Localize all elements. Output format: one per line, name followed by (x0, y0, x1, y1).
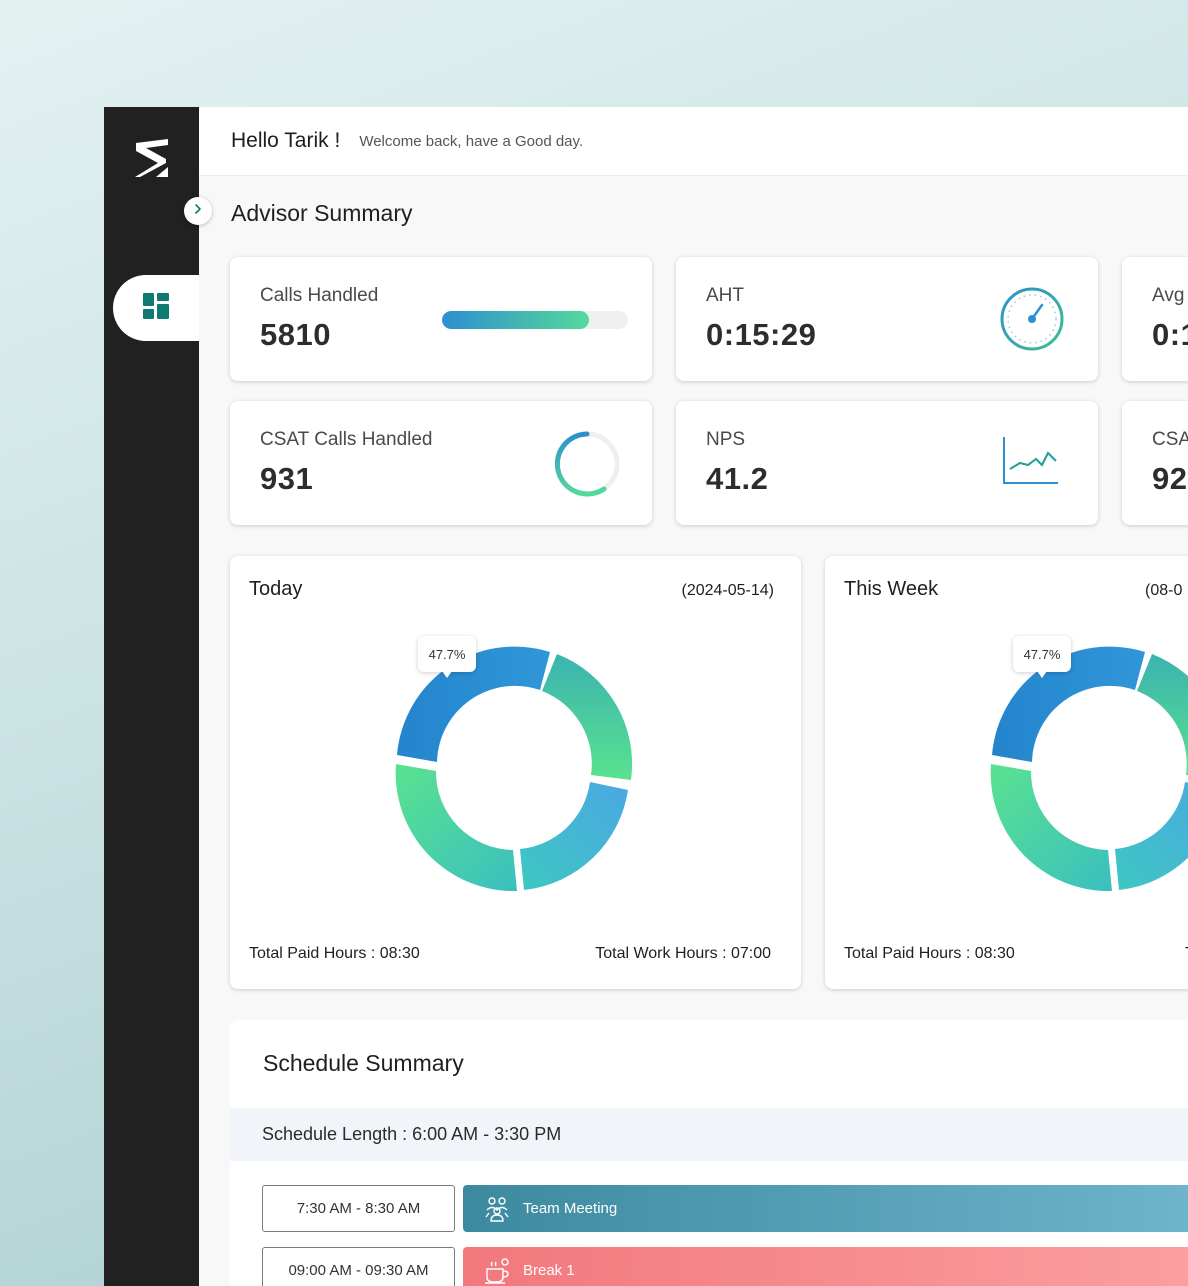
schedule-event-label: Break 1 (523, 1262, 575, 1279)
donut-segment[interactable] (1115, 782, 1188, 890)
total-work-hours: Total Work Hours : 07:00 (595, 945, 771, 962)
donut-segment[interactable] (397, 646, 550, 762)
kpi-label: AHT (706, 285, 744, 306)
speedometer-icon (998, 285, 1066, 358)
top-header: Hello Tarik ! Welcome back, have a Good … (199, 107, 1188, 176)
schedule-row[interactable]: 7:30 AM - 8:30 AM Team Meeting (262, 1185, 1188, 1232)
team-meeting-icon (483, 1195, 511, 1223)
today-title: Today (249, 578, 303, 600)
week-donut-chart[interactable] (985, 644, 1188, 894)
donut-segment[interactable] (395, 764, 517, 892)
donut-segment[interactable] (520, 782, 628, 890)
schedule-row[interactable]: 09:00 AM - 09:30 AM Break 1 (262, 1247, 1188, 1286)
donut-tooltip: 47.7% (1013, 636, 1071, 678)
schedule-event-bar[interactable]: Team Meeting (463, 1185, 1188, 1232)
schedule-summary-panel: Schedule Summary Schedule Length : 6:00 … (230, 1020, 1188, 1286)
schedule-event-label: Team Meeting (523, 1200, 618, 1217)
today-donut-chart[interactable] (390, 644, 640, 894)
line-chart-icon (1002, 435, 1060, 492)
greeting: Hello Tarik ! (231, 129, 341, 152)
kpi-card-calls-handled[interactable]: Calls Handled 5810 (230, 257, 652, 381)
schedule-event-bar[interactable]: Break 1 (463, 1247, 1188, 1286)
kpi-label: CSAT Calls Handled (260, 429, 433, 450)
schedule-time: 7:30 AM - 8:30 AM (262, 1185, 455, 1232)
donut-segment[interactable] (1137, 654, 1188, 780)
today-date: (2024-05-14) (681, 582, 775, 599)
week-date: (08-0 (1145, 582, 1183, 599)
total-paid-hours: Total Paid Hours : 08:30 (844, 945, 1015, 962)
kpi-value: 931 (260, 461, 314, 496)
kpi-value: 5810 (260, 317, 331, 352)
donut-segment[interactable] (990, 764, 1112, 892)
total-paid-hours: Total Paid Hours : 08:30 (249, 945, 420, 962)
schedule-summary-title: Schedule Summary (263, 1050, 464, 1076)
kpi-card-avg[interactable]: Avg 0:1 (1122, 257, 1188, 381)
kpi-label: Avg (1152, 285, 1185, 306)
donut-segment[interactable] (542, 654, 633, 780)
sidebar (104, 107, 199, 1286)
sidebar-toggle-button[interactable] (184, 197, 212, 225)
kpi-value: 0:1 (1152, 317, 1188, 352)
calls-progress-bar (442, 311, 628, 329)
coffee-icon (483, 1257, 511, 1285)
today-hours-card: Today (2024-05-14) 47.7% Total Paid Hour… (230, 556, 801, 989)
logo (132, 137, 172, 179)
kpi-label: CSA (1152, 429, 1188, 450)
week-title: This Week (844, 578, 939, 600)
kpi-card-csat-calls-handled[interactable]: CSAT Calls Handled 931 (230, 401, 652, 525)
app-window: Hello Tarik ! Welcome back, have a Good … (104, 107, 1188, 1286)
calls-progress-fill (442, 311, 589, 329)
kpi-card-csat[interactable]: CSA 92 (1122, 401, 1188, 525)
welcome-message: Welcome back, have a Good day. (359, 132, 584, 150)
kpi-value: 41.2 (706, 461, 769, 496)
kpi-label: Calls Handled (260, 285, 379, 306)
schedule-length: Schedule Length : 6:00 AM - 3:30 PM (230, 1108, 1188, 1161)
week-hours-card: This Week (08-0 47.7% Total Paid Hours :… (825, 556, 1188, 989)
donut-tooltip: 47.7% (418, 636, 476, 678)
advisor-summary-title: Advisor Summary (231, 200, 413, 226)
kpi-card-nps[interactable]: NPS 41.2 (676, 401, 1098, 525)
dashboard-icon (142, 292, 170, 325)
schedule-time: 09:00 AM - 09:30 AM (262, 1247, 455, 1286)
ring-progress-icon (552, 429, 622, 504)
total-work-hours: T (1185, 945, 1188, 963)
donut-segment[interactable] (992, 646, 1145, 762)
kpi-label: NPS (706, 429, 746, 450)
kpi-value: 92 (1152, 461, 1188, 496)
nav-item-dashboard[interactable] (113, 275, 199, 341)
chevron-right-icon (192, 202, 204, 220)
kpi-value: 0:15:29 (706, 317, 817, 352)
kpi-card-aht[interactable]: AHT 0:15:29 (676, 257, 1098, 381)
